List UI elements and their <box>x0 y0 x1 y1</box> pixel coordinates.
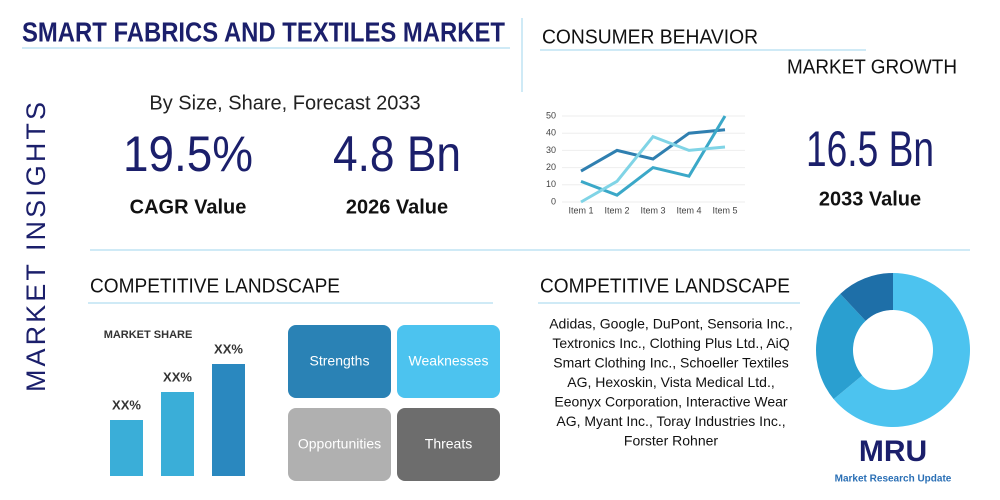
logo-mark: MRU <box>859 435 927 468</box>
donut-slice <box>840 273 893 321</box>
company-line: Smart Clothing Inc., Schoeller Textiles <box>553 355 789 371</box>
stat-value: 4.8 Bn <box>333 126 461 182</box>
bar <box>161 392 194 476</box>
company-line: AG, Hexoskin, Vista Medical Ltd., <box>567 374 775 390</box>
subtitle: By Size, Share, Forecast 2033 <box>149 92 420 114</box>
stat-label: 2033 Value <box>819 188 921 210</box>
donut-slice <box>816 293 866 400</box>
swot-box <box>397 408 500 481</box>
section-title: CONSUMER BEHAVIOR <box>542 26 758 48</box>
swot-label: Strengths <box>310 353 370 369</box>
company-line: Textronics Inc., Clothing Plus Ltd., AiQ <box>552 335 789 351</box>
swot-box <box>397 325 500 398</box>
company-line: Eeonyx Corporation, Interactive Wear <box>554 394 788 410</box>
swot-label: Opportunities <box>298 436 381 452</box>
x-tick-label: Item 2 <box>604 205 629 215</box>
section-title: COMPETITIVE LANDSCAPE <box>90 275 340 297</box>
swot-label: Weaknesses <box>409 353 489 369</box>
swot-label: Threats <box>425 436 472 452</box>
bar <box>212 364 245 476</box>
x-tick-label: Item 4 <box>676 205 701 215</box>
donut-slice <box>833 273 970 427</box>
chart-title: MARKET SHARE <box>104 329 193 341</box>
logo-name: Market Research Update <box>835 474 952 485</box>
value-label: XX% <box>163 369 192 384</box>
line <box>580 115 727 197</box>
y-tick-label: 50 <box>546 110 556 120</box>
title: SMART FABRICS AND TEXTILES MARKET <box>22 16 505 47</box>
line <box>580 128 726 173</box>
y-tick-label: 30 <box>546 145 556 155</box>
swot-box <box>288 408 391 481</box>
x-tick-label: Item 1 <box>568 205 593 215</box>
value-label: XX% <box>112 397 141 412</box>
bar <box>110 420 143 476</box>
x-tick-label: Item 3 <box>640 205 665 215</box>
y-tick-label: 0 <box>551 196 556 206</box>
side-label: MARKET INSIGHTS <box>21 102 51 392</box>
value-label: XX% <box>214 341 243 356</box>
stat-label: 2026 Value <box>346 196 448 218</box>
stat-label: CAGR Value <box>130 196 247 218</box>
section-subtitle: MARKET GROWTH <box>787 56 957 78</box>
company-line: Adidas, Google, DuPont, Sensoria Inc., <box>549 316 793 332</box>
line <box>580 134 726 204</box>
stat-value: 19.5% <box>123 126 253 182</box>
y-tick-label: 40 <box>546 128 556 138</box>
x-tick-label: Item 5 <box>712 205 737 215</box>
company-line: AG, Myant Inc., Toray Industries Inc., <box>556 413 785 429</box>
swot-box <box>288 325 391 398</box>
company-line: Forster Rohner <box>624 433 718 449</box>
y-tick-label: 20 <box>546 162 556 172</box>
stat-value: 16.5 Bn <box>806 121 934 177</box>
section-title: COMPETITIVE LANDSCAPE <box>540 275 790 297</box>
y-tick-label: 10 <box>546 179 556 189</box>
